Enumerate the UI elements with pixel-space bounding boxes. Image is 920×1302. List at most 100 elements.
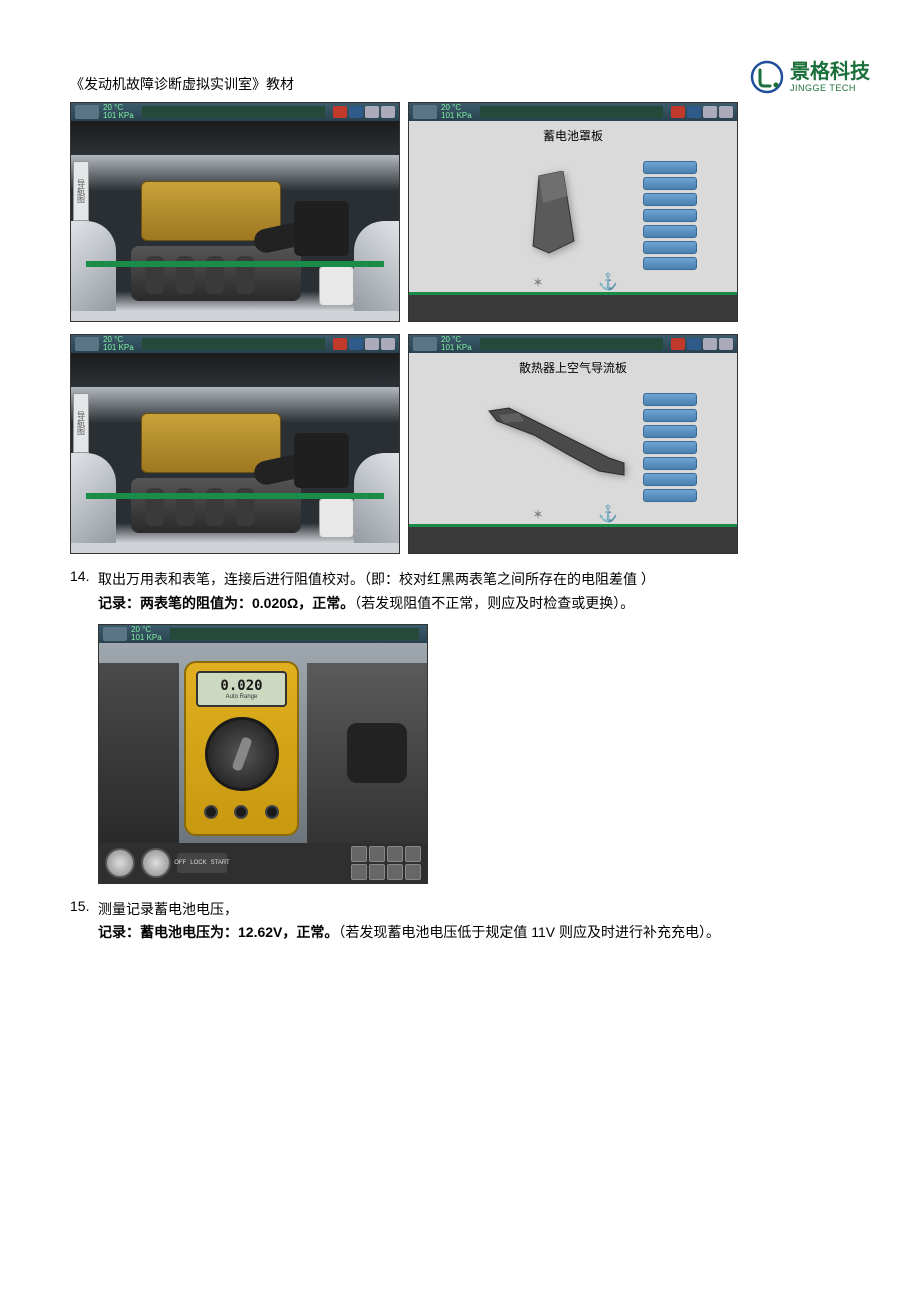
- floor-tool-slots: ✶ ⚓: [523, 505, 623, 523]
- step-14: 14. 取出万用表和表笔，连接后进行阻值校对。（即：校对红黑两表笔之间所存在的电…: [70, 568, 870, 616]
- step-body: 取出万用表和表笔，连接后进行阻值校对。（即：校对红黑两表笔之间所存在的电阻差值 …: [98, 568, 870, 616]
- step15-record-prefix: 记录：蓄电池电压为：: [98, 924, 238, 940]
- button-stack: [643, 393, 697, 502]
- settings-icon: [381, 106, 395, 118]
- floor-tool-slots: ✶ ⚓: [523, 273, 623, 291]
- step14-record-suffix: （若发现阻值不正常，则应及时检查或更换）。: [354, 595, 634, 611]
- multimeter-ports: [196, 798, 287, 826]
- settings-icon: [381, 338, 395, 350]
- part-view-air-deflector: 20 °C 101 KPa 散热器上空气导流板: [408, 334, 738, 554]
- pressure-line: 101 KPa: [131, 634, 162, 642]
- sim-taskbar: [142, 106, 325, 118]
- engine-bay-screenshot-1: 20 °C 101 KPa 导航图: [70, 102, 400, 322]
- sim-taskbar: [142, 338, 325, 350]
- multimeter-display: 0.020 Auto Range: [196, 671, 287, 707]
- temp-readout: 20 °C 101 KPa: [103, 104, 134, 120]
- floor: [409, 527, 737, 553]
- battery-cover-icon: [519, 171, 589, 261]
- top-icon-group: [671, 338, 733, 350]
- action-button: [643, 473, 697, 486]
- screenshot-row-2: 20 °C 101 KPa 导航图: [70, 334, 870, 554]
- engine-bay-view: 导航图: [71, 121, 399, 321]
- top-icon-group: [333, 338, 395, 350]
- switch-lock-label: LOCK: [190, 860, 206, 866]
- weather-icon: [413, 105, 437, 119]
- menu-icon: [365, 106, 379, 118]
- action-button: [643, 425, 697, 438]
- tool-icon: [349, 106, 363, 118]
- multimeter-dial: [205, 717, 279, 791]
- part-view-area: 蓄电池罩板 ✶ ⚓: [409, 121, 737, 321]
- dial-knob: [231, 736, 252, 771]
- step15-line1: 测量记录蓄电池电压，: [98, 901, 238, 917]
- multimeter-mode: Auto Range: [226, 694, 258, 700]
- top-icon-group: [333, 106, 395, 118]
- floor: [409, 295, 737, 321]
- action-button: [643, 241, 697, 254]
- hood: [71, 121, 399, 155]
- temp-readout: 20 °C 101 KPa: [441, 336, 472, 352]
- part-title: 蓄电池罩板: [409, 121, 737, 144]
- multimeter-reading: 0.020: [220, 678, 262, 694]
- logo-mark-icon: [750, 60, 784, 94]
- pressure-line: 101 KPa: [441, 112, 472, 120]
- document-title: 《发动机故障诊断虚拟实训室》教材: [70, 74, 294, 94]
- close-icon: [671, 338, 685, 350]
- menu-icon: [703, 106, 717, 118]
- radiator-support: [86, 493, 384, 499]
- air-filter-box: [294, 433, 349, 488]
- engine-background-right: [307, 663, 427, 843]
- logo-text-block: 景格科技 JINGGE TECH: [790, 62, 870, 93]
- multimeter-screenshot: 20 °C 101 KPa 导航图 0.020 Auto Range: [98, 624, 428, 884]
- tool-icon: [687, 106, 701, 118]
- temp-readout: 20 °C 101 KPa: [103, 336, 134, 352]
- star-icon: ✶: [532, 506, 544, 523]
- engine-pipe: [347, 723, 407, 783]
- switch-start-label: START: [211, 860, 230, 866]
- step-body: 测量记录蓄电池电压， 记录：蓄电池电压为：12.62V，正常。（若发现蓄电池电压…: [98, 898, 870, 946]
- engine-block: [111, 403, 359, 523]
- coolant-reservoir: [319, 498, 354, 538]
- nav-tab: 导航图: [73, 161, 89, 221]
- close-icon: [333, 106, 347, 118]
- sim-topbar: 20 °C 101 KPa: [71, 335, 399, 353]
- step14-record-value: 0.020Ω，正常。: [252, 595, 354, 611]
- tool-slot: ⚓: [593, 273, 623, 291]
- step-number: 14.: [70, 568, 98, 616]
- nav-tab: 导航图: [73, 393, 89, 453]
- settings-icon: [719, 106, 733, 118]
- tool-icon-grid: [351, 846, 421, 880]
- step15-record-value: 12.62V，正常。: [238, 924, 338, 940]
- tool-slot: ✶: [523, 505, 553, 523]
- probe-port: [265, 805, 279, 819]
- action-button: [643, 161, 697, 174]
- company-logo: 景格科技 JINGGE TECH: [750, 60, 870, 94]
- star-icon: ✶: [532, 274, 544, 291]
- part-view-area: 散热器上空气导流板 ✶ ⚓: [409, 353, 737, 553]
- sim-topbar: 20 °C 101 KPa: [409, 103, 737, 121]
- action-button: [643, 257, 697, 270]
- engine-bay-view: 导航图: [71, 353, 399, 553]
- intake-manifold: [131, 246, 301, 301]
- multimeter-scene: 导航图 0.020 Auto Range: [99, 643, 427, 843]
- air-deflector-icon: [479, 403, 629, 483]
- step14-line1: 取出万用表和表笔，连接后进行阻值校对。（即：校对红黑两表笔之间所存在的电阻差值 …: [98, 571, 655, 587]
- weather-icon: [413, 337, 437, 351]
- screenshot-row-1: 20 °C 101 KPa 导航图: [70, 102, 870, 322]
- gauge-icon: [105, 848, 135, 878]
- tool-icon: [369, 846, 385, 862]
- pressure-line: 101 KPa: [441, 344, 472, 352]
- action-button: [643, 393, 697, 406]
- action-button: [643, 489, 697, 502]
- step-number: 15.: [70, 898, 98, 946]
- tool-icon: [351, 864, 367, 880]
- probe-port: [204, 805, 218, 819]
- action-button: [643, 441, 697, 454]
- bottom-toolbar: OFF LOCK START: [99, 843, 427, 883]
- action-button: [643, 457, 697, 470]
- action-button: [643, 177, 697, 190]
- close-icon: [671, 106, 685, 118]
- engine-block: [111, 171, 359, 291]
- action-button: [643, 225, 697, 238]
- sim-topbar: 20 °C 101 KPa: [71, 103, 399, 121]
